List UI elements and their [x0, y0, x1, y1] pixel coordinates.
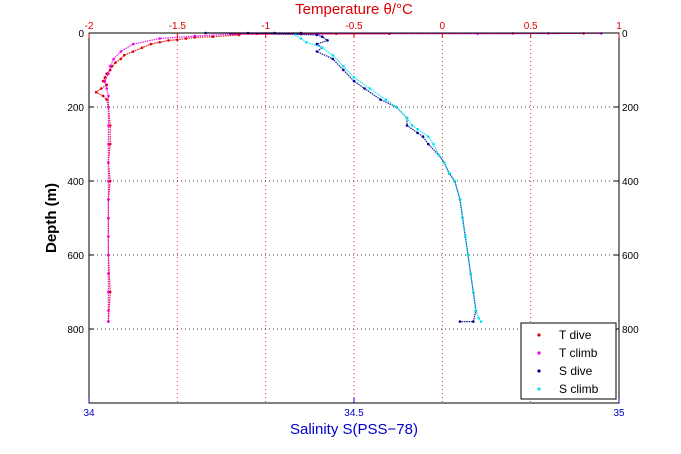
t-climb-point	[107, 272, 110, 275]
s-climb-trace	[295, 34, 482, 322]
y-axis-label: Depth (m)	[43, 183, 60, 253]
right-tick-label: 400	[622, 177, 639, 188]
top-tick-label: 0	[440, 21, 446, 32]
legend-marker	[537, 387, 541, 391]
bottom-tick-label: 35	[613, 408, 625, 419]
top-tick-label: 1	[616, 21, 622, 32]
left-tick-label: 800	[67, 325, 84, 336]
top-tick-label: 0.5	[524, 21, 538, 32]
legend-box	[520, 322, 617, 400]
axis-ticks: -2 -1.5 -1 -0.5 0 0.5 1 34 34.5 35 0 0 200 200 400 400 6…	[67, 21, 639, 419]
right-tick-label: 200	[622, 103, 639, 114]
legend-marker	[537, 369, 541, 373]
t-climb-trace	[104, 32, 602, 322]
t-dive-trace	[94, 32, 584, 322]
x-axis-label: Salinity S(PSS−78)	[290, 421, 418, 438]
bottom-tick-label: 34.5	[344, 408, 364, 419]
top-tick-label: -1.5	[169, 21, 187, 32]
right-tick-label: 800	[622, 325, 639, 336]
legend-label: S dive	[559, 364, 593, 378]
t-dive-point	[108, 290, 112, 294]
data-points	[94, 31, 603, 323]
left-tick-label: 200	[67, 103, 84, 114]
left-tick-label: 400	[67, 177, 84, 188]
legend: T dive T climb S dive S climb	[520, 322, 617, 400]
top-axis-title: Temperature θ/°C	[295, 1, 413, 18]
left-tick-label: 0	[78, 29, 84, 40]
top-tick-label: -0.5	[345, 21, 363, 32]
top-tick-label: -1	[261, 21, 270, 32]
legend-label: S climb	[559, 382, 599, 396]
s-dive-trace	[205, 32, 477, 323]
t-climb-point	[107, 253, 110, 257]
t-climb-point	[107, 235, 110, 238]
t-climb-point	[107, 309, 110, 312]
t-climb-point	[107, 320, 110, 323]
legend-label: T climb	[559, 346, 598, 360]
legend-label: T dive	[559, 328, 592, 342]
right-tick-label: 0	[622, 29, 628, 40]
legend-marker	[537, 333, 541, 337]
legend-marker	[537, 351, 541, 355]
bottom-tick-label: 34	[83, 408, 95, 419]
right-tick-label: 600	[622, 251, 639, 262]
left-tick-label: 600	[67, 251, 84, 262]
t-climb-point	[107, 290, 110, 294]
top-tick-label: -2	[85, 21, 94, 32]
